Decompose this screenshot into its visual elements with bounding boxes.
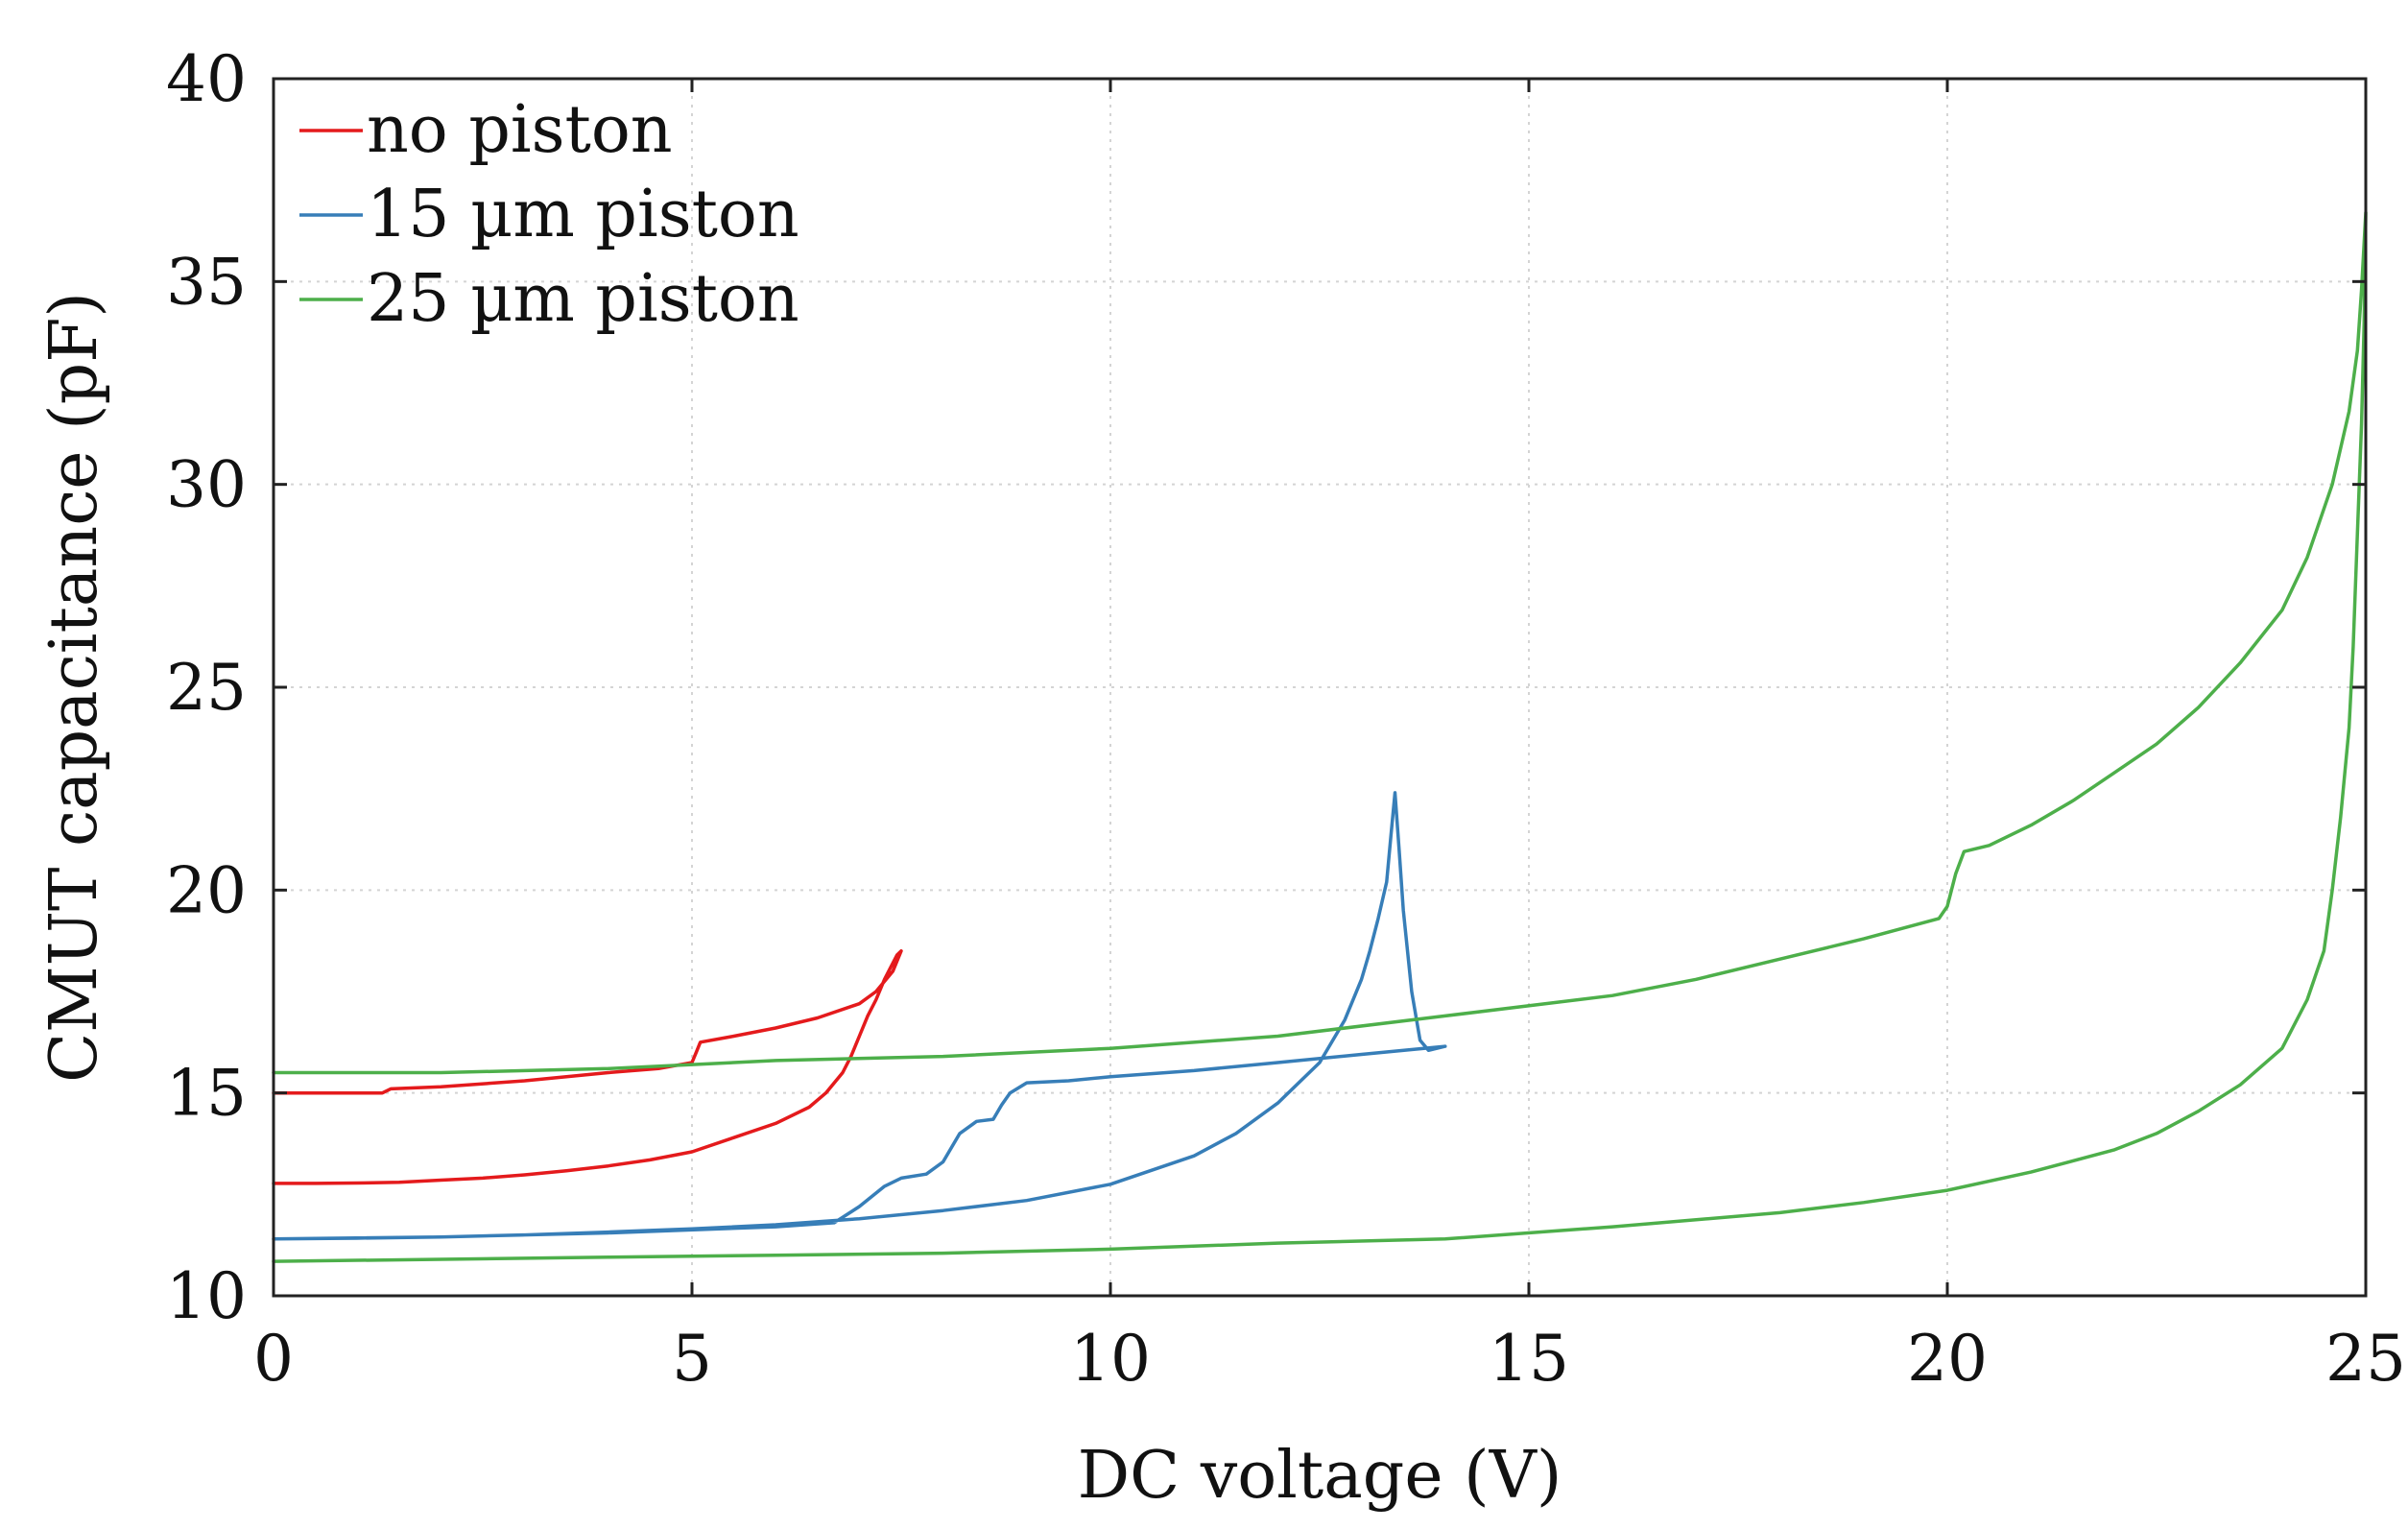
grid [274,79,2366,1296]
series-layer [272,210,2368,1263]
y-tick-label: 15 [166,1057,247,1131]
series-line-2 [272,791,1447,1241]
x-tick-label: 20 [1907,1322,1988,1396]
x-axis-title: DC voltage (V) [1078,1438,1562,1514]
y-tick-label: 35 [166,245,247,319]
legend-label: 15 µm piston [367,177,799,252]
x-tick-label: 5 [672,1322,712,1396]
x-tick-label: 15 [1489,1322,1569,1396]
y-axis-title: CMUT capacitance (pF) [36,292,112,1083]
x-tick-label: 0 [253,1322,294,1396]
y-tick-label: 25 [166,651,247,725]
y-tick-label: 10 [166,1259,247,1333]
legend-label: 25 µm piston [367,261,799,337]
series-line-3 [272,210,2368,1263]
x-tick-label: 10 [1070,1322,1151,1396]
series-line-1 [272,948,903,1185]
ticks [272,77,2368,1298]
y-tick-labels: 10 15 20 25 30 35 40 [166,42,247,1333]
y-tick-label: 30 [166,448,247,522]
y-tick-label: 20 [166,853,247,927]
x-tick-label: 25 [2325,1322,2406,1396]
legend: no piston 15 µm piston 25 µm piston [299,92,799,337]
legend-label: no piston [367,92,673,168]
y-tick-label: 40 [166,42,247,116]
x-tick-labels: 0 5 10 15 20 25 [253,1322,2406,1396]
